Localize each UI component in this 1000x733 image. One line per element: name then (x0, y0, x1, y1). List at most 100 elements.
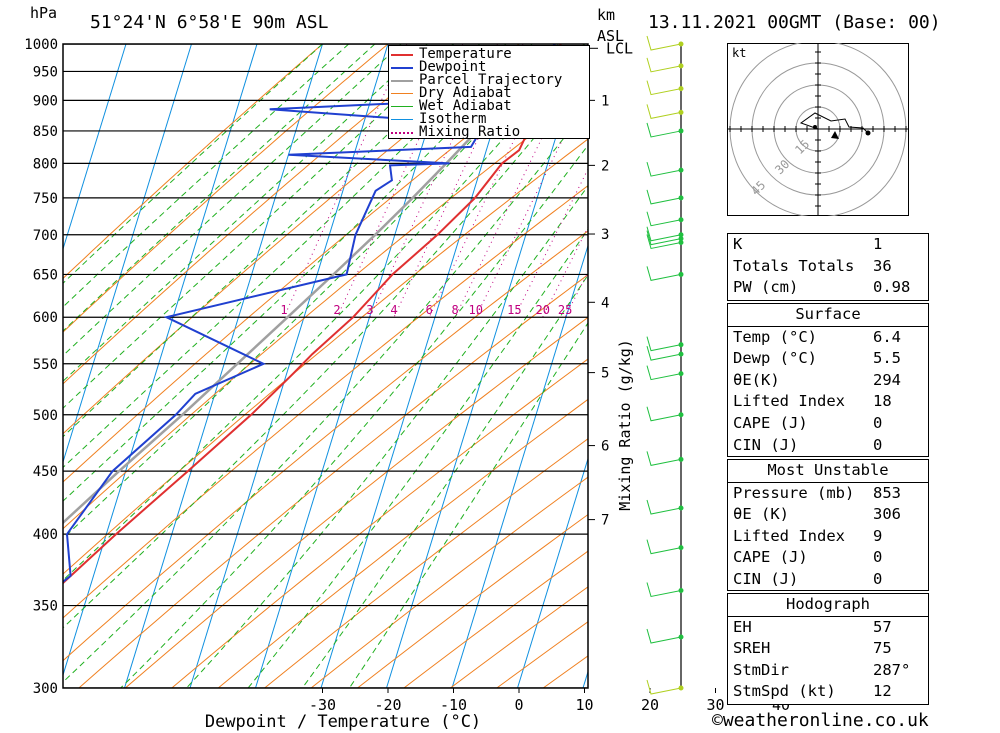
surface-row: Dewp (°C) 5.5 (733, 349, 901, 368)
wind-barb (646, 499, 682, 515)
most-unstable-panel: Most Unstable Pressure (mb) 853 θE (K) 306… (727, 459, 929, 591)
dry-adiabat-line (171, 358, 588, 688)
mixing-ratio-line (369, 44, 498, 318)
mu-row: θE (K) 306 (733, 505, 901, 524)
wind-barb (646, 336, 682, 352)
pressure-unit-label: hPa (30, 4, 58, 22)
surface-row: CAPE (J) 0 (733, 413, 883, 432)
credit-label[interactable]: ©weatheronline.co.uk (712, 710, 929, 731)
pressure-tick-label: 300 (33, 681, 58, 697)
mu-row: CAPE (J) 0 (733, 548, 883, 567)
wind-barb (646, 365, 682, 381)
temperature-series (63, 44, 562, 585)
isotherm-line (63, 44, 258, 677)
wind-barb (646, 234, 682, 250)
dry-adiabat-line (78, 274, 588, 688)
isotherm-line (517, 456, 588, 688)
km-tick-label: 1 (601, 93, 609, 109)
surface-row: Temp (°C) 6.4 (733, 327, 901, 346)
chart-legend: Temperature Dewpoint Parcel Trajectory D… (388, 45, 590, 139)
hodograph-params-title: Hodograph (786, 595, 870, 613)
wet-adiabat-line (63, 44, 507, 469)
dewpoint-series (63, 44, 556, 584)
wind-barb (646, 628, 682, 644)
mixing-ratio-label: 10 (469, 303, 483, 317)
pressure-tick-label: 600 (33, 310, 58, 326)
wind-barb (646, 539, 682, 555)
wet-adiabat-line (186, 185, 588, 688)
plot-frame (62, 43, 589, 689)
wet-adiabat-line (63, 44, 454, 409)
pressure-tick-label: 1000 (24, 37, 58, 53)
wind-barb (646, 406, 682, 422)
wind-barb (646, 582, 682, 598)
surface-row: θE(K) 294 (733, 370, 901, 389)
wet-adiabat-line (247, 228, 588, 688)
surface-row: Lifted Index 18 (733, 392, 892, 411)
pressure-tick-label: 400 (33, 527, 58, 543)
wet-adiabat-line (301, 274, 588, 688)
wind-barb (646, 346, 682, 361)
temperature-tick-label: 0 (514, 696, 523, 714)
mu-row: CIN (J) 0 (733, 569, 883, 588)
km-tick-label: 5 (601, 366, 609, 382)
wet-adiabat-line (63, 71, 588, 629)
isotherm-line (320, 44, 520, 688)
pressure-tick-label: 500 (33, 408, 58, 424)
isotherm-line (386, 44, 585, 688)
pressure-tick-label: 550 (33, 357, 58, 373)
wet-adiabat-line (348, 322, 588, 688)
lcl-label: LCL (606, 39, 633, 57)
mixing-ratio-label: 15 (507, 303, 521, 317)
mixing-ratio-label: 6 (426, 303, 433, 317)
surface-title: Surface (795, 305, 861, 323)
x-axis-label: Dewpoint / Temperature (°C) (205, 712, 481, 732)
temperature-tick-label: 20 (641, 696, 659, 714)
pressure-tick-label: 750 (33, 191, 58, 207)
pressure-tick-label: 700 (33, 228, 58, 244)
wind-barb (646, 161, 682, 177)
isotherm-line (255, 44, 454, 688)
hodograph-start-point (813, 125, 817, 129)
parcel-trajectory-series (63, 44, 562, 525)
hodo-row: SREH 75 (733, 639, 892, 658)
pressure-tick-label: 350 (33, 599, 58, 615)
mixing-ratio-label: 1 (280, 303, 287, 317)
wind-barb (646, 80, 682, 96)
pressure-tick-label: 900 (33, 93, 58, 109)
temperature-tick-label: -20 (374, 696, 401, 714)
most-unstable-title: Most Unstable (767, 461, 889, 479)
isotherm-line (63, 44, 127, 251)
temperature-tick-label: 10 (575, 696, 593, 714)
dry-adiabat-line (310, 476, 588, 688)
pressure-tick-label: 800 (33, 156, 58, 172)
wet-adiabat-line (63, 106, 588, 683)
index-row-pw: PW (cm) 0.98 (733, 278, 911, 297)
mixing-ratio-line (393, 44, 524, 318)
km-tick-label: 6 (601, 439, 609, 455)
isotherm-line (63, 44, 192, 464)
isotherm-line (451, 243, 588, 688)
wind-barb (646, 679, 682, 695)
wet-adiabat-line (63, 44, 402, 357)
pressure-tick-label: 650 (33, 267, 58, 283)
index-row-totals: Totals Totals 36 (733, 256, 892, 275)
dry-adiabat-line (63, 44, 585, 483)
wind-barb (646, 451, 682, 466)
mixing-ratio-label: 3 (366, 303, 373, 317)
wet-adiabat-line (63, 44, 585, 581)
temperature-tick-label: -30 (309, 696, 336, 714)
km-tick-label: 7 (601, 513, 609, 529)
hodograph-params-panel: Hodograph EH 57 SREH 75 StmDir 287° StmSpd … (727, 593, 929, 705)
dry-adiabat-line (217, 398, 588, 688)
storm-motion-marker (831, 131, 839, 139)
wind-barb (646, 35, 682, 51)
pressure-tick-label: 950 (33, 64, 58, 80)
surface-row: CIN (J) 0 (733, 435, 883, 454)
temperature-tick-label: 30 (706, 696, 724, 714)
mixing-ratio-label: 25 (558, 303, 572, 317)
pressure-tick-label: 850 (33, 124, 58, 140)
